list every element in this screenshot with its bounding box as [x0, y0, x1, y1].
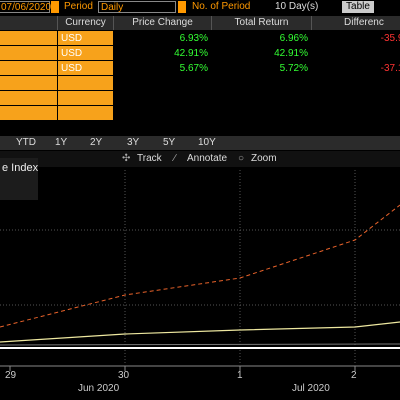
price-change-cell: 6.93% — [179, 33, 208, 44]
range-tab[interactable]: 5Y — [163, 137, 176, 148]
x-month-label: Jul 2020 — [292, 383, 330, 394]
x-day-label: 2 — [351, 370, 357, 381]
period-label: Period — [64, 1, 93, 12]
num-period-label: No. of Period — [192, 1, 251, 12]
price-change-cell: 5.67% — [179, 63, 208, 74]
header-cell: Differenc — [312, 16, 400, 30]
range-bar — [0, 136, 400, 150]
tool-button[interactable]: Zoom — [251, 153, 277, 164]
security-cell — [0, 76, 58, 91]
security-cell — [0, 106, 58, 121]
security-cell — [0, 46, 58, 61]
legend-box — [0, 158, 38, 200]
series-line — [0, 343, 400, 346]
currency-cell: USD — [58, 61, 114, 76]
chart-toolbar — [0, 151, 400, 167]
currency-cell: USD — [58, 46, 114, 61]
range-tab[interactable]: 2Y — [90, 137, 103, 148]
header-cell — [0, 16, 58, 30]
date-dropdown[interactable] — [51, 1, 59, 13]
currency-cell — [58, 91, 114, 106]
header-cell: Total Return — [212, 16, 312, 30]
total-return-cell: 5.72% — [279, 63, 308, 74]
series-line — [0, 204, 400, 328]
table-button[interactable]: Table — [342, 1, 374, 13]
difference-cell: -35.95 — [380, 33, 400, 44]
ticks — [9, 366, 356, 371]
security-cell — [0, 91, 58, 106]
currency-cell — [58, 106, 114, 121]
x-month-label: Jun 2020 — [78, 383, 120, 394]
total-return-cell: 6.96% — [279, 33, 308, 44]
num-period-value[interactable]: 10 Day(s) — [275, 1, 319, 12]
range-tab[interactable]: 3Y — [127, 137, 140, 148]
range-tab[interactable]: YTD — [16, 137, 36, 148]
currency-cell — [58, 76, 114, 91]
legend-label: e Index — [2, 162, 39, 174]
security-cell — [0, 61, 58, 76]
price-change-cell: 42.91% — [174, 48, 208, 59]
zoom-icon: ○ — [238, 153, 245, 164]
tool-button[interactable]: Track — [137, 153, 162, 164]
tool-button[interactable]: Annotate — [187, 153, 228, 164]
range-tab[interactable]: 10Y — [198, 137, 216, 148]
track-icon: ✣ — [122, 153, 131, 164]
x-day-label: 1 — [237, 370, 243, 381]
difference-cell: -37.19 — [380, 63, 400, 74]
grid — [0, 170, 400, 365]
total-return-cell: 42.91% — [274, 48, 308, 59]
period-input[interactable]: Daily — [98, 1, 176, 13]
x-day-label: 30 — [118, 370, 130, 381]
series-line — [0, 321, 400, 343]
x-day-label: 29 — [5, 370, 17, 381]
annotate-icon: ∕ — [174, 153, 176, 164]
currency-cell: USD — [58, 31, 114, 46]
period-dropdown[interactable] — [178, 1, 186, 13]
date-input[interactable]: 07/06/2020 — [0, 1, 51, 13]
header-cell: Price Change — [114, 16, 212, 30]
security-cell — [0, 31, 58, 46]
header-cell: Currency — [58, 16, 114, 30]
range-tab[interactable]: 1Y — [55, 137, 68, 148]
